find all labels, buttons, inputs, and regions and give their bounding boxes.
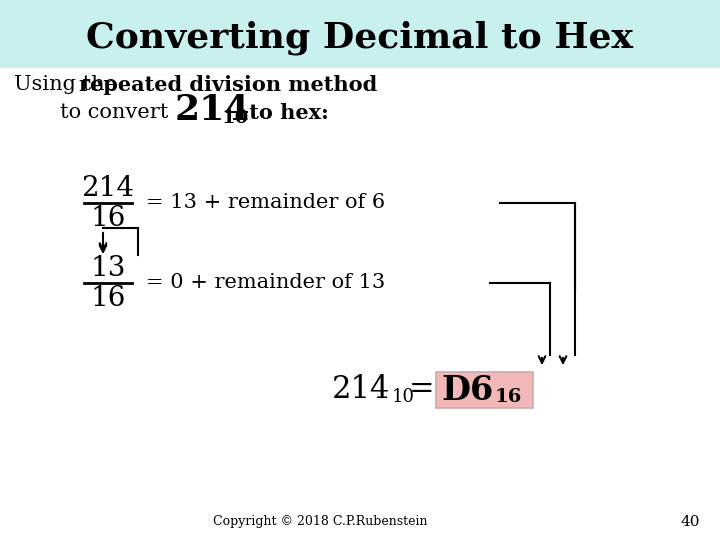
Text: Copyright © 2018 C.P.Rubenstein: Copyright © 2018 C.P.Rubenstein [212,516,427,529]
Text: = 13 + remainder of 6: = 13 + remainder of 6 [146,193,385,213]
Text: to hex:: to hex: [242,103,329,123]
Text: 10: 10 [392,388,415,406]
Text: Converting Decimal to Hex: Converting Decimal to Hex [86,21,634,55]
Text: =: = [409,375,435,406]
Text: = 0 + remainder of 13: = 0 + remainder of 13 [146,273,385,293]
Text: 16: 16 [90,285,126,312]
Text: 40: 40 [680,515,700,529]
Text: 10: 10 [222,109,249,127]
Text: 16: 16 [495,388,523,406]
Text: Using the: Using the [14,76,124,94]
Text: 214: 214 [332,375,390,406]
Text: D6: D6 [441,374,493,407]
Text: 13: 13 [90,254,126,281]
Text: 214: 214 [81,174,135,201]
Text: repeated division method: repeated division method [79,75,377,95]
Text: 16: 16 [90,205,126,232]
FancyBboxPatch shape [436,372,533,408]
Text: 214: 214 [175,93,251,127]
Text: to convert: to convert [60,104,175,123]
Bar [0,0,720,68]
